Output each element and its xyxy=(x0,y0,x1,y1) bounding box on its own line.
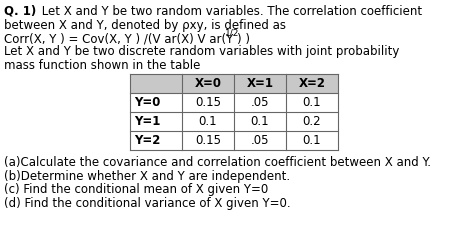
Text: X=1: X=1 xyxy=(246,77,273,90)
Text: between X and Y, denoted by ρxy, is defined as: between X and Y, denoted by ρxy, is defi… xyxy=(4,18,286,32)
Text: Corr(X, Y ) = Cov(X, Y ) /(V ar(X) V ar(Y ) ): Corr(X, Y ) = Cov(X, Y ) /(V ar(X) V ar(… xyxy=(4,32,250,45)
Text: 0.15: 0.15 xyxy=(195,96,221,109)
Text: .05: .05 xyxy=(251,96,269,109)
Text: 0.15: 0.15 xyxy=(195,134,221,147)
Text: 0.1: 0.1 xyxy=(303,96,321,109)
Text: Y=2: Y=2 xyxy=(134,134,160,147)
Text: 0.2: 0.2 xyxy=(303,115,321,128)
Text: (d) Find the conditional variance of X given Y=0.: (d) Find the conditional variance of X g… xyxy=(4,197,291,209)
Text: (c) Find the conditional mean of X given Y=0: (c) Find the conditional mean of X given… xyxy=(4,183,268,196)
Text: 0.1: 0.1 xyxy=(303,134,321,147)
Text: 0.1: 0.1 xyxy=(199,115,217,128)
Text: Let X and Y be two discrete random variables with joint probability: Let X and Y be two discrete random varia… xyxy=(4,45,400,59)
Text: 0.1: 0.1 xyxy=(251,115,269,128)
Text: .05: .05 xyxy=(251,134,269,147)
Bar xyxy=(130,74,338,93)
Text: Y=0: Y=0 xyxy=(134,96,160,109)
Text: X=2: X=2 xyxy=(299,77,326,90)
Text: 1/2: 1/2 xyxy=(225,28,239,37)
Text: (a)Calculate the covariance and correlation coefficient between X and Y.: (a)Calculate the covariance and correlat… xyxy=(4,156,431,169)
Text: Q. 1): Q. 1) xyxy=(4,5,36,18)
Text: X=0: X=0 xyxy=(194,77,221,90)
Text: Let X and Y be two random variables. The correlation coefficient: Let X and Y be two random variables. The… xyxy=(38,5,422,18)
Text: (b)Determine whether X and Y are independent.: (b)Determine whether X and Y are indepen… xyxy=(4,170,290,182)
Text: Y=1: Y=1 xyxy=(134,115,160,128)
Text: mass function shown in the table: mass function shown in the table xyxy=(4,59,201,72)
